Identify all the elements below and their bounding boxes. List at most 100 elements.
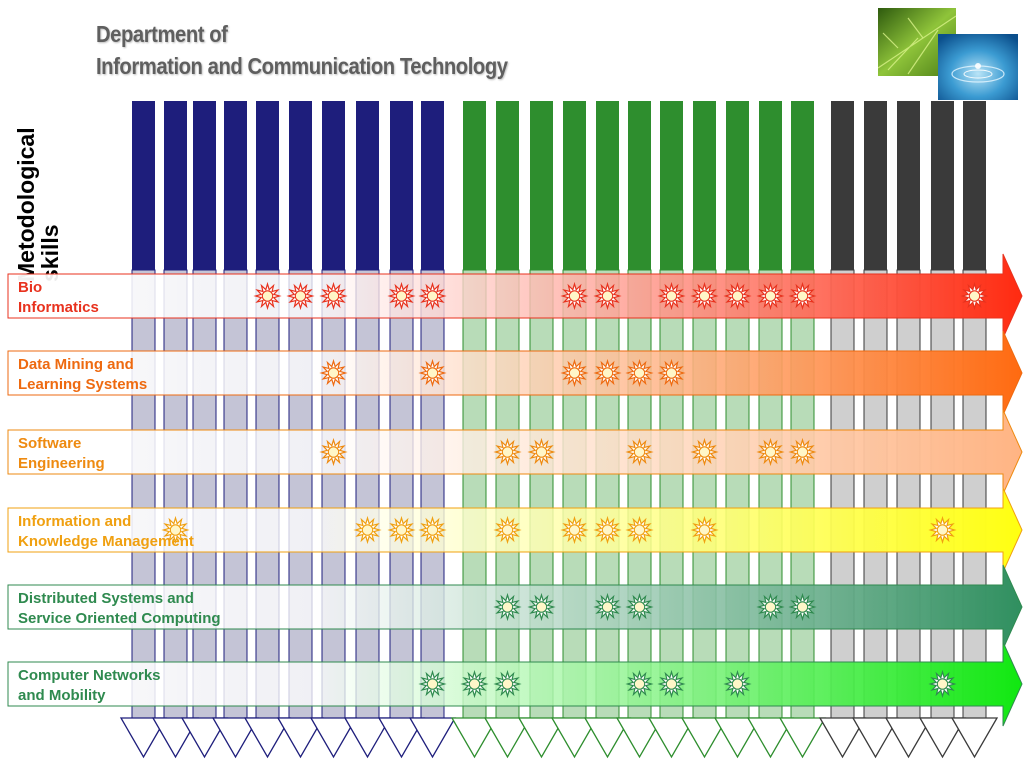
column-arrowhead xyxy=(778,717,827,759)
column-arrowhead xyxy=(450,717,499,759)
column-body xyxy=(495,269,520,719)
skill-mark-sun-icon xyxy=(625,358,654,388)
row-label-line-1: Software xyxy=(18,435,81,452)
skill-mark-sun-icon xyxy=(756,592,785,622)
skill-mark-sun-icon xyxy=(418,515,447,545)
column-body xyxy=(420,269,445,719)
skill-mark-sun-icon xyxy=(418,281,447,311)
column-arrowheads xyxy=(119,717,999,759)
skill-mark-sun-icon xyxy=(625,669,654,699)
column-body xyxy=(659,269,684,719)
column-arrowhead xyxy=(180,717,229,759)
row-band: Data Mining and Learning Systems xyxy=(7,330,1023,416)
skill-mark-sun-icon xyxy=(788,592,817,622)
column-arrowhead xyxy=(746,717,795,759)
skill-mark-sun-icon xyxy=(319,281,348,311)
column-header xyxy=(759,101,782,270)
title-line-1: Department of xyxy=(96,21,228,47)
column-arrowhead xyxy=(550,717,599,759)
skill-mark-sun-icon xyxy=(625,592,654,622)
column-header xyxy=(356,101,379,270)
column-header xyxy=(897,101,920,270)
column-body xyxy=(930,269,955,719)
column-arrowhead xyxy=(377,717,426,759)
column-body xyxy=(896,269,921,719)
skill-mark-sun-icon xyxy=(723,669,752,699)
title-line-2: Information and Communication Technology xyxy=(96,53,508,79)
column-arrowhead xyxy=(151,717,200,759)
column-header xyxy=(530,101,553,270)
skill-mark-sun-icon xyxy=(593,592,622,622)
column-body xyxy=(725,269,750,719)
skill-mark-sun-icon xyxy=(690,515,719,545)
skill-mark-sun-icon xyxy=(928,669,957,699)
column-header xyxy=(164,101,187,270)
column-arrowhead xyxy=(647,717,696,759)
column-header xyxy=(322,101,345,270)
column-arrowhead xyxy=(615,717,664,759)
row-band: Software Engineering xyxy=(7,409,1023,495)
column-body xyxy=(830,269,855,719)
column-arrowhead xyxy=(276,717,325,759)
column-header xyxy=(132,101,155,270)
row-label-line-1: Computer Networks xyxy=(18,667,161,684)
row-label-line-1: Distributed Systems and xyxy=(18,590,194,607)
column-headers: Data Coding & CompressionMobile & Satell… xyxy=(132,101,986,270)
skill-mark-sun-icon xyxy=(418,358,447,388)
column-arrowhead xyxy=(918,717,967,759)
row-label-line-2: Informatics xyxy=(18,299,99,316)
column-body xyxy=(355,269,380,719)
column-body xyxy=(627,269,652,719)
column-header xyxy=(931,101,954,270)
skill-mark-sun-icon xyxy=(560,281,589,311)
column-header xyxy=(193,101,216,270)
column-arrowhead xyxy=(119,717,168,759)
column-arrowhead xyxy=(309,717,358,759)
skill-mark-sun-icon xyxy=(418,669,447,699)
column-header xyxy=(693,101,716,270)
column-body xyxy=(790,269,815,719)
column-header xyxy=(963,101,986,270)
skill-mark-sun-icon xyxy=(756,437,785,467)
column-body xyxy=(562,269,587,719)
column-body xyxy=(692,269,717,719)
skill-mark-sun-icon xyxy=(253,281,282,311)
skill-mark-sun-icon xyxy=(493,515,522,545)
column-body xyxy=(529,269,554,719)
column-header xyxy=(421,101,444,270)
column-header xyxy=(628,101,651,270)
column-body xyxy=(389,269,414,719)
column-header xyxy=(864,101,887,270)
skill-mark-sun-icon xyxy=(625,437,654,467)
column-arrowhead xyxy=(950,717,999,759)
skill-mark-sun-icon xyxy=(756,281,785,311)
column-arrowhead xyxy=(517,717,566,759)
row-band: Computer Networks and Mobility xyxy=(7,641,1023,727)
skill-mark-sun-icon xyxy=(690,281,719,311)
skill-mark-sun-icon xyxy=(560,515,589,545)
column-body xyxy=(863,269,888,719)
row-arrow xyxy=(7,330,1023,416)
column-arrowhead xyxy=(713,717,762,759)
skill-mark-sun-icon xyxy=(593,281,622,311)
column-body xyxy=(288,269,313,719)
column-body xyxy=(255,269,280,719)
column-header xyxy=(726,101,749,270)
row-label-line-1: Data Mining and xyxy=(18,356,134,373)
column-arrowhead xyxy=(680,717,729,759)
skill-mark-sun-icon xyxy=(527,437,556,467)
column-arrowhead xyxy=(211,717,260,759)
skill-mark-sun-icon xyxy=(493,669,522,699)
skill-mark-sun-icon xyxy=(387,281,416,311)
skill-mark-sun-icon xyxy=(593,358,622,388)
column-header xyxy=(463,101,486,270)
row-band: Information and Knowledge Management xyxy=(7,487,1023,573)
row-bands: Bio Informatics Data Mining and Learning Sy… xyxy=(7,253,1023,727)
column-arrowhead xyxy=(483,717,532,759)
column-header xyxy=(791,101,814,270)
skill-mark-sun-icon xyxy=(657,281,686,311)
column-header xyxy=(563,101,586,270)
skill-mark-sun-icon xyxy=(460,669,489,699)
column-body xyxy=(758,269,783,719)
